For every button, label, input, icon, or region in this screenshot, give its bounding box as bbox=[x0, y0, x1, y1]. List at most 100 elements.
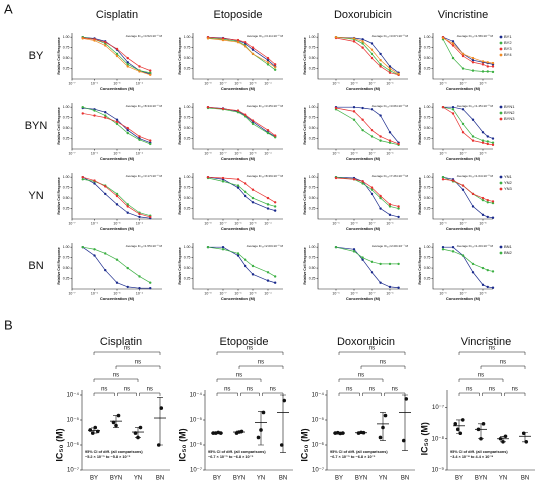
data-point bbox=[93, 248, 96, 251]
data-point bbox=[236, 186, 240, 189]
x-tick-label: 10⁻⁶ bbox=[91, 151, 99, 155]
y-tick-label: 10⁻⁷ bbox=[67, 467, 79, 474]
data-point bbox=[370, 188, 374, 191]
data-point bbox=[379, 58, 382, 62]
data-point bbox=[378, 435, 383, 440]
data-point bbox=[236, 254, 240, 257]
data-point bbox=[236, 38, 240, 42]
data-point bbox=[451, 108, 455, 111]
data-point bbox=[491, 216, 495, 219]
legend-swatch bbox=[499, 117, 503, 121]
data-point bbox=[104, 111, 107, 114]
data-point bbox=[273, 136, 277, 139]
data-point bbox=[441, 245, 445, 249]
data-point bbox=[486, 198, 489, 202]
bracket bbox=[216, 351, 284, 355]
data-point bbox=[370, 192, 374, 196]
y-axis-label: Relative Cell Response bbox=[57, 177, 61, 214]
data-point bbox=[104, 192, 107, 196]
error-bar bbox=[135, 427, 141, 438]
y-tick-label: 0.75 bbox=[309, 186, 316, 190]
data-point bbox=[266, 128, 270, 132]
bracket bbox=[338, 378, 384, 382]
y-axis-label: Relative Cell Response bbox=[418, 107, 422, 144]
significance-label: ns bbox=[270, 387, 276, 393]
x-tick-label: 10⁻⁵ bbox=[113, 291, 121, 295]
bracket bbox=[216, 392, 238, 396]
data-point bbox=[93, 109, 96, 112]
y-tick-label: 1.00 bbox=[424, 105, 431, 109]
significance-label: ns bbox=[478, 373, 484, 379]
y-axis-label: IC₅₀ (M) bbox=[54, 428, 64, 461]
x-tick-label: BY bbox=[90, 476, 98, 482]
column-title: Doxorubicin bbox=[334, 9, 392, 21]
data-point bbox=[149, 73, 152, 77]
annotation: Average IC₅₀=3.11×10⁻⁶ M bbox=[247, 34, 284, 38]
data-point bbox=[370, 260, 374, 264]
data-point bbox=[481, 63, 485, 66]
data-point bbox=[126, 61, 129, 64]
data-point bbox=[471, 192, 475, 196]
data-point bbox=[236, 111, 240, 114]
x-tick-label: 10⁻⁹ bbox=[439, 151, 447, 155]
x-tick-label: BN bbox=[521, 476, 529, 482]
data-point bbox=[481, 283, 485, 287]
x-axis-label: Concentration (M) bbox=[221, 296, 256, 301]
data-point bbox=[93, 425, 98, 430]
y-tick-label: 0.25 bbox=[63, 276, 70, 280]
y-tick-label: 0.75 bbox=[309, 46, 316, 50]
data-point bbox=[471, 139, 475, 142]
data-point bbox=[282, 398, 287, 403]
data-point bbox=[379, 196, 382, 200]
bracket bbox=[117, 392, 137, 396]
data-point bbox=[397, 207, 400, 210]
error-bar bbox=[236, 430, 242, 434]
curve bbox=[443, 246, 494, 289]
x-tick-label: 10⁻⁴ bbox=[264, 221, 272, 225]
data-point bbox=[451, 105, 455, 109]
y-tick-label: 0.25 bbox=[184, 66, 191, 70]
legend-swatch bbox=[499, 35, 503, 39]
data-point bbox=[471, 271, 475, 274]
data-point bbox=[81, 178, 84, 181]
data-point bbox=[379, 114, 382, 117]
x-axis-label: Concentration (M) bbox=[221, 86, 256, 91]
x-tick-label: 10⁻⁷ bbox=[459, 81, 467, 85]
data-point bbox=[361, 180, 364, 183]
data-point bbox=[453, 422, 458, 426]
x-axis-label: Concentration (M) bbox=[100, 86, 135, 91]
data-point bbox=[251, 188, 255, 191]
ci-title: 95% CI of diff. (all comparisons) bbox=[450, 450, 508, 454]
data-point bbox=[370, 56, 374, 60]
x-tick-label: BYN bbox=[110, 476, 122, 482]
y-axis-label: IC₅₀ (M) bbox=[299, 428, 309, 461]
data-point bbox=[379, 281, 382, 284]
bracket bbox=[458, 392, 480, 396]
data-point bbox=[361, 256, 364, 259]
legend-swatch bbox=[499, 181, 503, 185]
y-tick-label: 0.25 bbox=[63, 136, 70, 140]
significance-label: ns bbox=[247, 346, 253, 352]
data-point bbox=[81, 112, 84, 115]
error-bar bbox=[456, 419, 462, 434]
y-tick-label: 0.50 bbox=[63, 126, 70, 130]
y-axis-label: Relative Cell Response bbox=[57, 247, 61, 284]
data-point bbox=[471, 118, 475, 121]
legend-label: BN1 bbox=[504, 244, 513, 249]
data-point bbox=[104, 268, 107, 272]
curve bbox=[442, 106, 494, 144]
data-point bbox=[266, 279, 270, 282]
data-point bbox=[471, 69, 475, 72]
y-tick-label: 0.50 bbox=[309, 266, 316, 270]
data-point bbox=[461, 67, 465, 70]
y-tick-label: 10⁻⁵ bbox=[67, 417, 80, 424]
row-label: BY bbox=[29, 50, 44, 62]
y-tick-label: 0.75 bbox=[63, 186, 70, 190]
x-axis-label: Concentration (M) bbox=[346, 226, 381, 231]
x-tick-label: 10⁻⁶ bbox=[386, 221, 394, 225]
data-point bbox=[352, 250, 356, 253]
axis bbox=[317, 243, 408, 290]
error-bar bbox=[113, 415, 119, 428]
significance-label: ns bbox=[124, 387, 130, 393]
data-point bbox=[491, 286, 495, 289]
